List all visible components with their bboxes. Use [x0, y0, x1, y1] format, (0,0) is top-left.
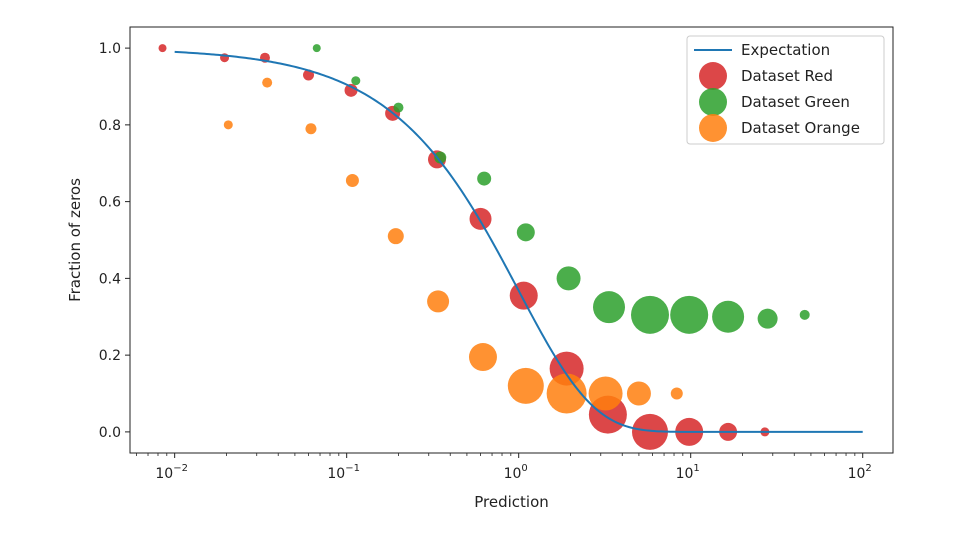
x-axis: 10−2 10−1 100 101 102	[136, 453, 872, 482]
data-point	[387, 228, 404, 245]
data-point	[344, 83, 358, 97]
expectation-line	[174, 50, 863, 433]
data-point	[223, 120, 233, 130]
data-point	[507, 367, 544, 404]
series-dataset-green	[312, 44, 810, 334]
data-point	[158, 44, 167, 53]
data-point	[546, 373, 587, 414]
data-point	[757, 308, 778, 329]
data-point	[469, 207, 492, 230]
data-point	[468, 343, 497, 372]
legend-box	[686, 35, 885, 145]
y-tick-label: 0.6	[99, 195, 121, 211]
data-point	[712, 300, 745, 333]
data-point	[262, 77, 273, 88]
y-tick-label: 0.0	[99, 425, 121, 441]
data-point	[593, 291, 625, 324]
x-tick-label: 102	[848, 463, 872, 482]
data-point	[345, 174, 359, 188]
series-dataset-orange	[223, 77, 683, 414]
data-point	[305, 123, 317, 135]
data-point	[632, 413, 668, 450]
data-point	[631, 295, 669, 334]
legend-expectation-label: Expectation	[741, 41, 830, 59]
data-point	[351, 76, 361, 86]
series-layer	[158, 44, 810, 450]
x-tick-label: 10−2	[155, 463, 188, 482]
legend-dataset-red-marker	[699, 62, 727, 90]
data-point	[670, 295, 709, 334]
data-point	[626, 381, 651, 406]
data-point	[509, 281, 538, 310]
data-point	[516, 223, 535, 242]
y-axis: 0.0 0.2 0.4 0.6 0.8 1.0	[99, 41, 130, 441]
x-axis-label: Prediction	[474, 493, 549, 511]
plot-area	[158, 44, 863, 450]
x-tick-label: 101	[676, 463, 700, 482]
y-tick-label: 1.0	[99, 41, 121, 57]
data-point	[588, 376, 623, 411]
data-point	[393, 102, 404, 113]
y-tick-label: 0.4	[99, 271, 121, 287]
axes-frame	[129, 26, 894, 454]
legend-dataset-green-marker	[699, 88, 727, 116]
y-tick-label: 0.8	[99, 118, 121, 134]
legend-dataset-red-label: Dataset Red	[741, 67, 833, 85]
legend-dataset-orange-marker	[699, 114, 727, 142]
data-point	[434, 151, 447, 164]
x-tick-label: 100	[504, 463, 528, 482]
y-tick-label: 0.2	[99, 348, 121, 364]
legend-dataset-green-label: Dataset Green	[741, 93, 850, 111]
legend-dataset-orange-label: Dataset Orange	[741, 119, 860, 137]
legend: Expectation Dataset Red Dataset Green Da…	[686, 35, 885, 145]
data-point	[670, 387, 683, 400]
data-point	[556, 266, 581, 291]
data-point	[427, 290, 450, 313]
y-axis-label: Fraction of zeros	[66, 178, 84, 302]
x-tick-label: 10−1	[327, 463, 360, 482]
data-point	[799, 309, 810, 320]
data-point	[477, 171, 492, 186]
data-point	[312, 44, 321, 53]
